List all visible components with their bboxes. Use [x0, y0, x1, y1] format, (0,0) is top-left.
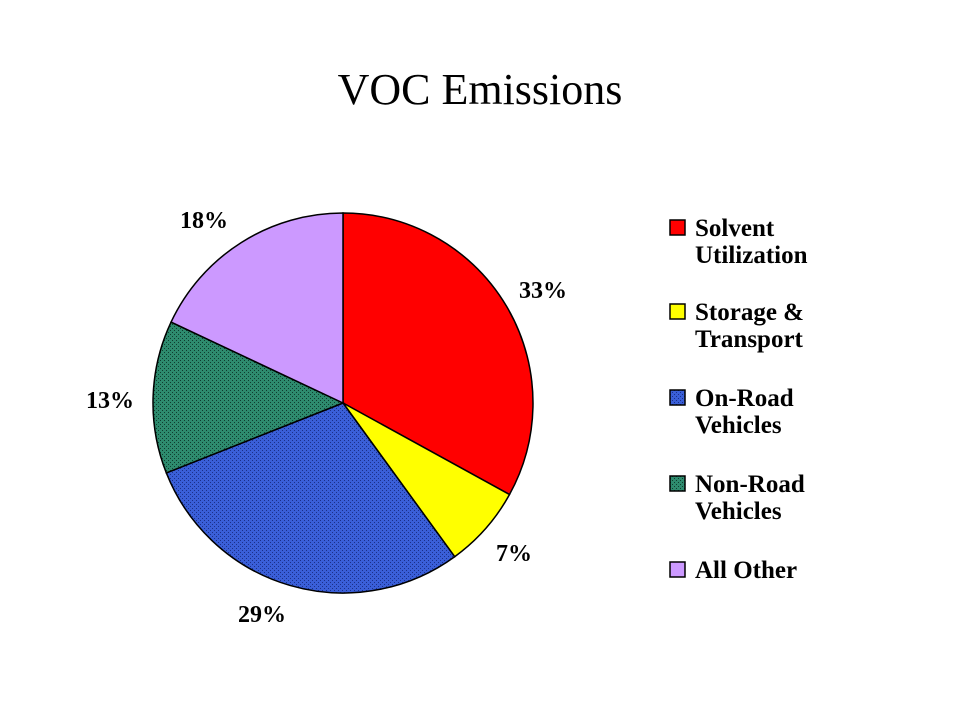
legend-label-on-road-vehicles-line-2: Vehicles — [695, 412, 782, 439]
legend-label-non-road-vehicles-line-2: Vehicles — [695, 498, 782, 525]
legend-label-solvent-utilization-line-1: Solvent — [695, 215, 775, 242]
pie-percent-labels: 33% 7% 29% 13% 18% — [86, 208, 567, 628]
legend-swatch-on-road-vehicles — [669, 389, 686, 406]
legend-label-non-road-vehicles-line-1: Non-Road — [695, 471, 805, 498]
legend-swatch-storage-and-transport — [669, 303, 686, 320]
legend-item-storage-and-transport: Storage &Transport — [669, 299, 804, 353]
pie-label-solvent-utilization: 33% — [519, 278, 567, 304]
pie-slice-on-road-vehicles — [165, 402, 456, 594]
legend-label-on-road-vehicles-line-1: On-Road — [695, 385, 794, 412]
legend-swatch-solvent-utilization — [669, 219, 686, 236]
legend-label-solvent-utilization-line-2: Utilization — [695, 242, 808, 269]
legend-swatch-all-other — [669, 561, 686, 578]
pie-slice-non-road-vehicles — [152, 321, 345, 474]
legend-label-storage-and-transport-line-1: Storage & — [695, 299, 804, 326]
pie-slices — [152, 212, 534, 594]
legend-label-storage-and-transport-line-2: Transport — [695, 326, 804, 353]
pie-label-all-other: 18% — [180, 208, 228, 234]
legend-item-all-other: All Other — [669, 557, 797, 584]
pie-slice-solvent-utilization — [342, 212, 534, 496]
legend-swatch-non-road-vehicles — [669, 475, 686, 492]
pie-label-on-road-vehicles: 29% — [238, 602, 286, 628]
chart-title: VOC Emissions — [337, 65, 623, 114]
legend-label-all-other: All Other — [695, 557, 797, 584]
pie-label-storage-and-transport: 7% — [496, 541, 532, 567]
pie-slice-all-other — [170, 212, 344, 405]
pie-label-non-road-vehicles: 13% — [86, 388, 134, 414]
